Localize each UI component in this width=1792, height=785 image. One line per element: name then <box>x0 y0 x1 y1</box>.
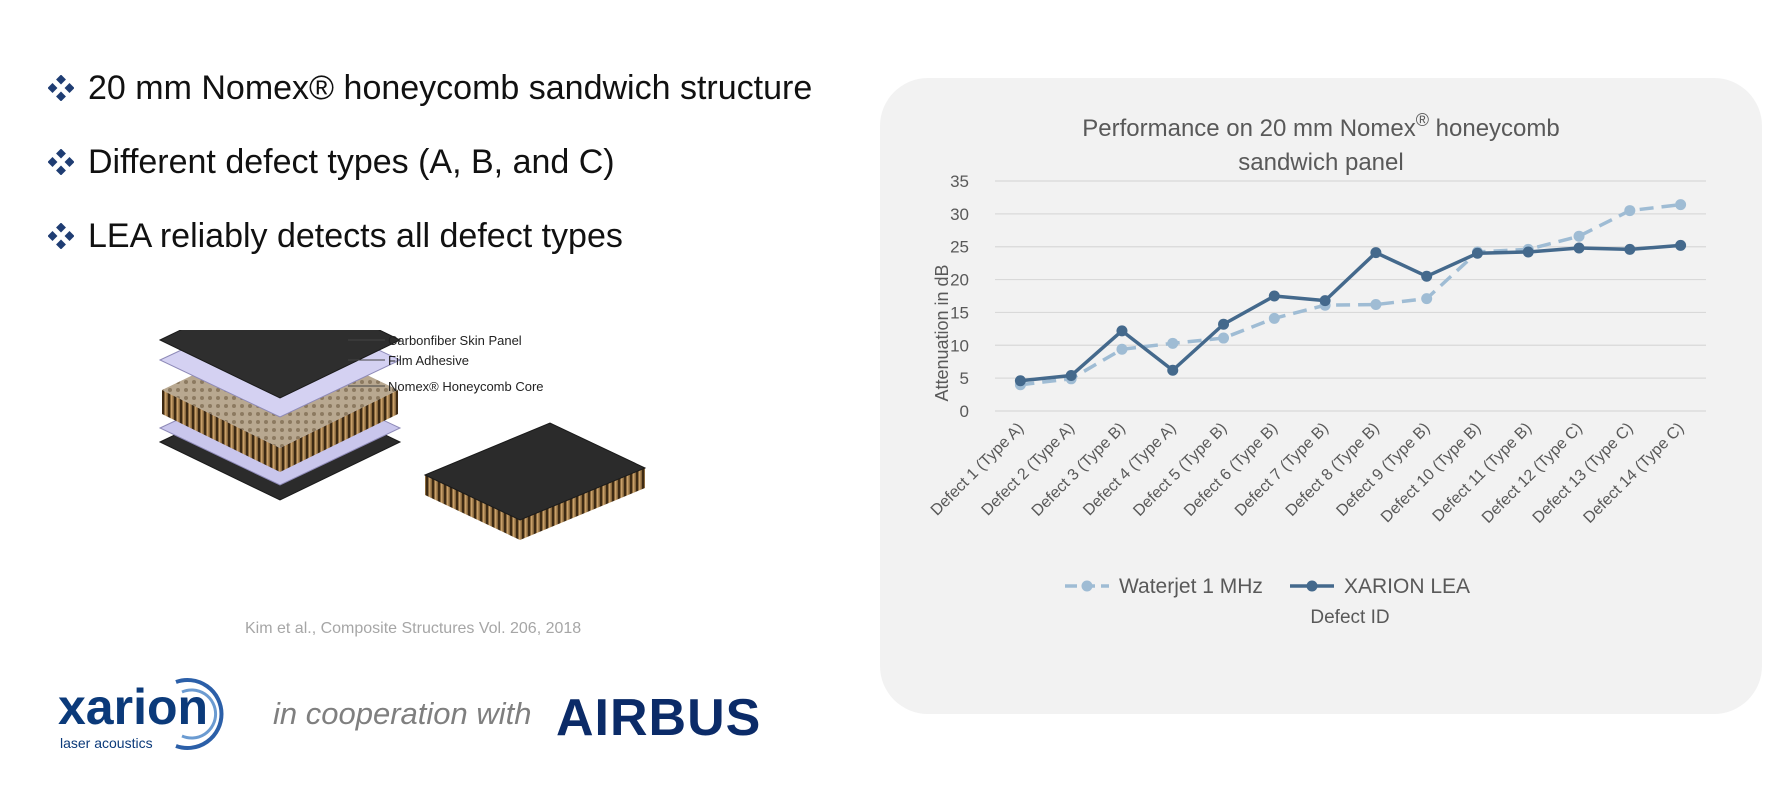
honeycomb-core-side-left <box>162 390 280 472</box>
x-tick-label: Defect 3 (Type B) <box>1029 420 1129 520</box>
assembled-panel-side-right <box>520 468 645 540</box>
series-line-waterjet <box>1020 202 1681 387</box>
y-tick-label: 20 <box>950 271 969 290</box>
diamond-bullet-icon <box>48 149 74 175</box>
legend-label: Waterjet 1 MHz <box>1119 575 1263 598</box>
legend-marker <box>1081 580 1093 592</box>
assembled-panel-top <box>423 422 647 521</box>
bullet-list: 20 mm Nomex® honeycomb sandwich structur… <box>48 60 848 282</box>
data-point <box>1116 325 1128 337</box>
honeycomb-core-side-right <box>280 390 398 472</box>
bullet-item: Different defect types (A, B, and C) <box>48 134 848 190</box>
data-point <box>1573 242 1585 254</box>
bullet-item: 20 mm Nomex® honeycomb sandwich structur… <box>48 60 848 116</box>
bullet-text: LEA reliably detects all defect types <box>88 216 623 255</box>
data-point <box>1014 375 1026 387</box>
x-tick-label: Defect 4 (Type A) <box>1080 420 1179 519</box>
legend-label: XARION LEA <box>1344 575 1470 598</box>
data-point <box>1218 318 1230 330</box>
data-point <box>1675 239 1687 251</box>
y-axis-title: Attenuation in dB <box>932 264 952 401</box>
bullet-item: LEA reliably detects all defect types <box>48 208 848 264</box>
airbus-logo: AIRBUS <box>556 689 762 747</box>
data-point <box>1370 299 1382 311</box>
xarion-subtitle: laser acoustics <box>60 735 153 751</box>
x-axis-title: Defect ID <box>1310 607 1389 628</box>
x-tick-label: Defect 11 (Type B) <box>1430 420 1536 526</box>
bullet-text: 20 mm Nomex® honeycomb sandwich structur… <box>88 68 813 107</box>
figure-caption: Kim et al., Composite Structures Vol. 20… <box>245 620 582 637</box>
data-point <box>1421 270 1433 282</box>
chart-title-line2: sandwich panel <box>1238 149 1403 176</box>
x-tick-label: Defect 10 (Type B) <box>1378 420 1484 526</box>
data-point <box>1370 247 1382 259</box>
diamond-bullet-icon <box>48 75 74 101</box>
x-tick-label: Defect 6 (Type B) <box>1181 420 1281 520</box>
data-point <box>1421 293 1433 305</box>
cooperation-text: in cooperation with <box>273 696 532 731</box>
data-point <box>1167 337 1179 349</box>
y-tick-label: 25 <box>950 238 969 257</box>
xarion-wordmark: xarion <box>58 679 208 735</box>
series-line-lea <box>1020 243 1681 383</box>
diamond-bullet-icon <box>48 223 74 249</box>
data-point <box>1268 290 1280 302</box>
xarion-logo: xarion laser acoustics <box>58 678 224 751</box>
label-core: Nomex® Honeycomb Core <box>388 379 544 394</box>
logo-bar: xarion laser acoustics in cooperation wi… <box>58 670 798 760</box>
y-tick-label: 10 <box>950 336 969 355</box>
data-point <box>1065 370 1077 382</box>
data-point <box>1167 364 1179 376</box>
attenuation-line-chart: Performance on 20 mm Nomex® honeycomb sa… <box>928 110 1706 628</box>
bullet-text: Different defect types (A, B, and C) <box>88 142 615 181</box>
legend-marker <box>1306 580 1318 592</box>
x-tick-label: Defect 2 (Type A) <box>979 420 1078 519</box>
x-tick-label: Defect 5 (Type B) <box>1130 420 1230 520</box>
data-point <box>1522 246 1534 258</box>
data-point <box>1675 199 1687 211</box>
x-tick-label: Defect 1 (Type A) <box>928 420 1027 519</box>
data-point <box>1319 295 1331 307</box>
y-tick-label: 5 <box>960 369 969 388</box>
y-tick-label: 15 <box>950 303 969 322</box>
y-tick-label: 35 <box>950 172 969 191</box>
data-point <box>1573 230 1585 242</box>
assembled-panel-side-left <box>425 475 520 540</box>
data-point <box>1624 205 1636 217</box>
data-point <box>1218 332 1230 344</box>
chart-card: Performance on 20 mm Nomex® honeycomb sa… <box>880 78 1762 714</box>
x-tick-label: Defect 8 (Type B) <box>1283 420 1383 520</box>
top-skin-panel <box>158 330 402 399</box>
label-adhesive: Film Adhesive <box>388 353 469 368</box>
x-tick-label: Defect 14 (Type C) <box>1580 420 1687 527</box>
data-point <box>1268 312 1280 324</box>
honeycomb-sandwich-diagram: Carbonfiber Skin Panel Film Adhesive Nom… <box>158 330 647 540</box>
y-tick-label: 30 <box>950 205 969 224</box>
data-point <box>1471 247 1483 259</box>
data-point <box>1624 243 1636 255</box>
y-tick-label: 0 <box>960 402 969 421</box>
x-tick-label: Defect 9 (Type B) <box>1333 420 1433 520</box>
x-tick-label: Defect 7 (Type B) <box>1232 420 1332 520</box>
data-point <box>1116 343 1128 355</box>
label-skin: Carbonfiber Skin Panel <box>388 333 522 348</box>
chart-title-line1: Performance on 20 mm Nomex® honeycomb <box>1082 110 1559 142</box>
